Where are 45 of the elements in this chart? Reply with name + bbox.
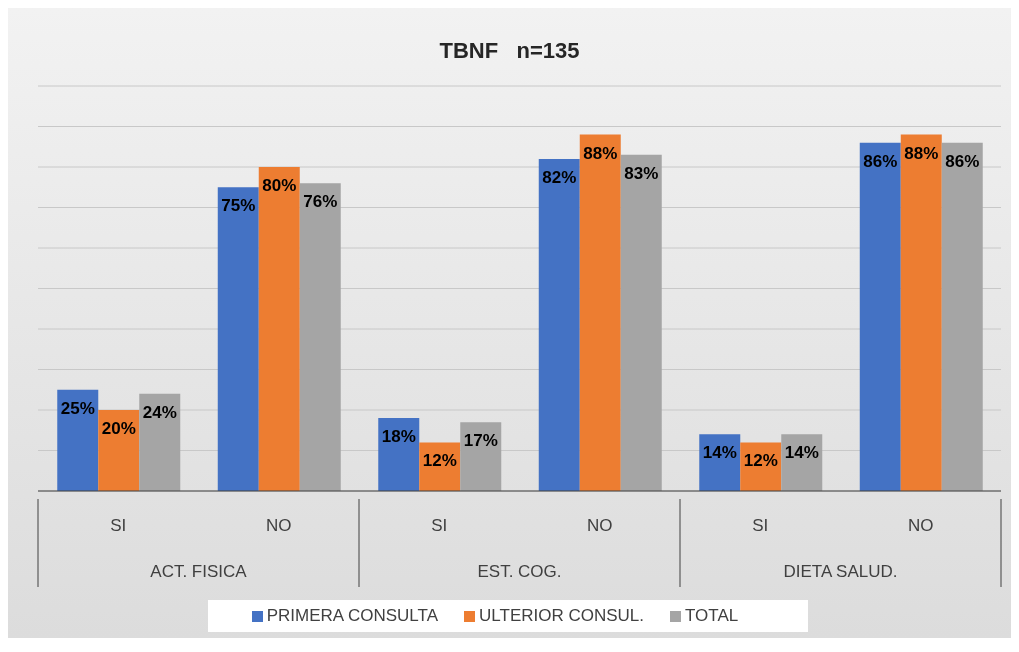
text: EST. COG. — [477, 562, 562, 581]
bar — [299, 183, 341, 491]
legend-label: TOTAL — [685, 606, 739, 625]
x-tick-label: SI — [752, 516, 769, 535]
bar — [57, 389, 99, 491]
data-label: 12% — [743, 451, 778, 471]
data-label: 80% — [262, 176, 297, 195]
data-label: 75% — [221, 196, 256, 216]
bar — [217, 187, 259, 491]
x-tick-label: NO — [908, 516, 934, 535]
bar — [579, 134, 621, 491]
bar — [859, 142, 901, 491]
data-label: 86% — [945, 151, 980, 171]
bar — [258, 167, 300, 491]
text: ACT. FISICA — [150, 562, 248, 581]
legend-label: ULTERIOR CONSUL. — [479, 606, 645, 625]
bar — [98, 410, 140, 491]
bar — [460, 422, 502, 491]
data-label: 24% — [142, 402, 177, 422]
data-label: 14% — [784, 443, 819, 463]
data-label: 14% — [702, 443, 737, 463]
data-label: 20% — [101, 419, 136, 438]
bar — [941, 142, 983, 491]
data-label: 76% — [303, 192, 338, 212]
chart-title: TBNF n=135 — [438, 38, 581, 64]
data-label: 86% — [863, 151, 898, 171]
bar — [900, 134, 942, 491]
data-label: 88% — [904, 143, 939, 163]
legend-label: PRIMERA CONSULTA — [266, 606, 439, 625]
data-label: 88% — [583, 143, 618, 163]
data-label: 25% — [60, 398, 95, 418]
x-tick-label: NO — [266, 516, 292, 535]
bar — [378, 418, 420, 491]
data-label: 17% — [463, 431, 498, 451]
data-label: 12% — [422, 451, 457, 471]
x-tick-label: SI — [110, 516, 127, 535]
bar — [620, 154, 662, 491]
bar — [139, 393, 181, 491]
text: DIETA SALUD. — [783, 562, 898, 581]
x-tick-label: NO — [587, 516, 613, 535]
data-label: 82% — [542, 167, 577, 187]
data-label: 18% — [381, 427, 416, 447]
data-label: 83% — [624, 163, 659, 183]
x-tick-label: SI — [431, 516, 448, 535]
bar — [538, 158, 580, 491]
